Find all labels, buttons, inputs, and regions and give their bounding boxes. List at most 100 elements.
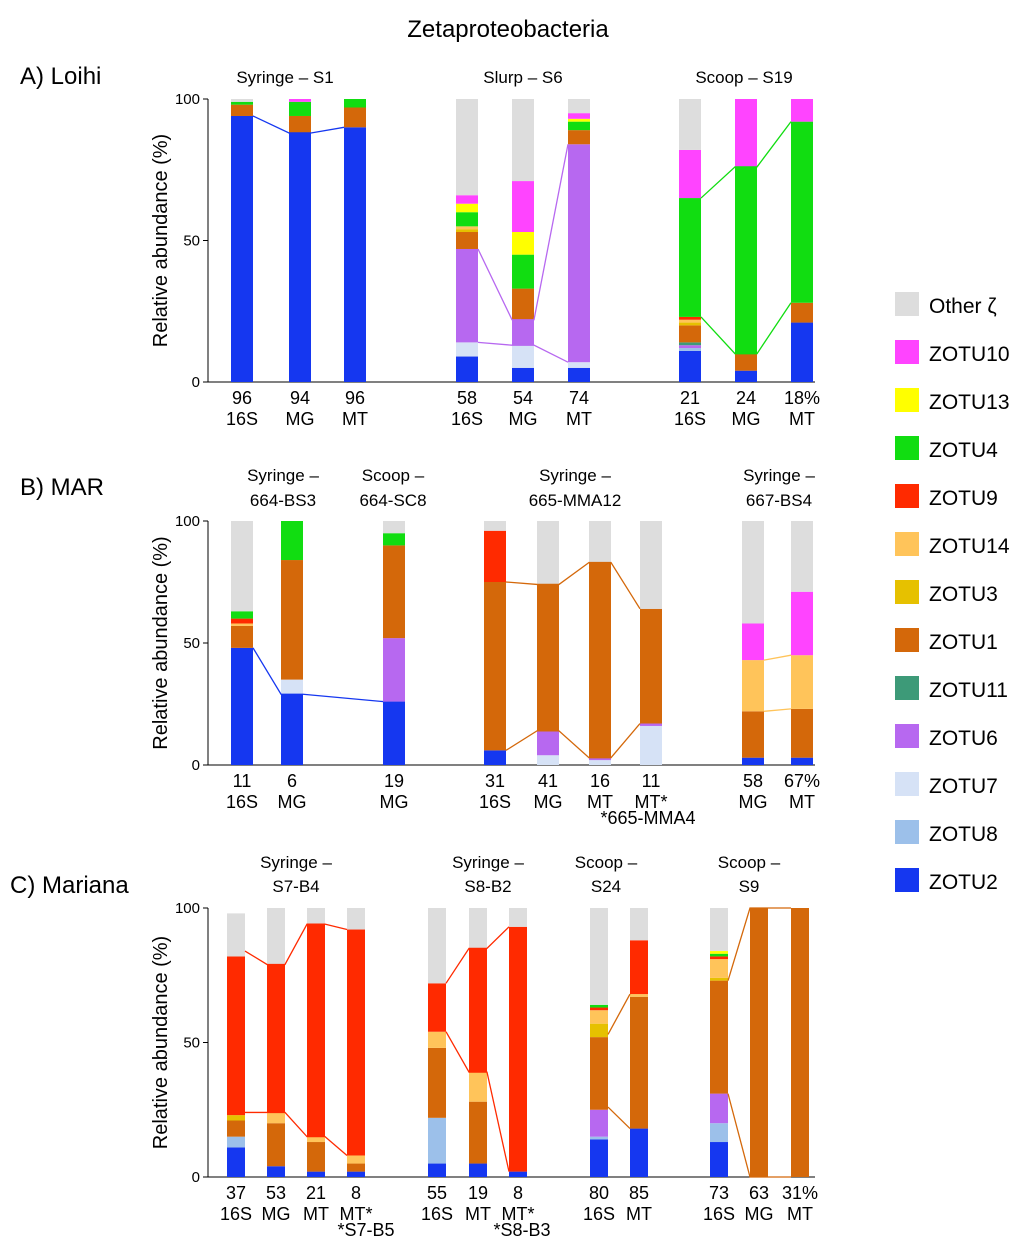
bar-segment <box>484 582 506 751</box>
bar-label-value: 94 <box>290 388 310 408</box>
bar-segment <box>710 1123 728 1143</box>
bar-label-type: MT <box>789 792 815 812</box>
bar-segment <box>469 948 487 1073</box>
bar-segment <box>679 342 701 346</box>
legend-item: ZOTU11 <box>895 676 1008 702</box>
bar-segment <box>307 1136 325 1143</box>
bar-segment <box>791 322 813 382</box>
bar-segment <box>428 1163 446 1177</box>
bar-segment <box>469 1163 487 1177</box>
bar-segment <box>344 107 366 128</box>
bar-segment <box>537 521 559 585</box>
legend-item: ZOTU4 <box>895 436 998 462</box>
bar-segment <box>589 521 611 563</box>
connector-line <box>607 993 631 1035</box>
bar-segment <box>630 994 648 997</box>
stacked-bar <box>710 908 728 1177</box>
bar-segment <box>281 694 303 765</box>
bar-label-type: MT <box>342 409 368 429</box>
sample-title-line2: 664-BS3 <box>250 491 316 510</box>
bar-label-type: MT* <box>635 792 668 812</box>
bar-segment <box>568 130 590 145</box>
stacked-bar <box>344 99 366 382</box>
connector-line <box>477 144 569 321</box>
bar-segment <box>383 638 405 702</box>
bar-label-type: MT <box>303 1204 329 1224</box>
footnote: *S8-B3 <box>493 1220 550 1240</box>
bar-segment <box>590 1037 608 1110</box>
bar-label-type: MG <box>732 409 761 429</box>
bar-segment <box>383 701 405 765</box>
legend-swatch <box>895 484 919 508</box>
stacked-bar <box>428 908 446 1177</box>
bar-segment <box>231 625 253 648</box>
bar-segment <box>227 1136 245 1148</box>
bar-segment <box>231 101 253 105</box>
bar-segment <box>679 149 701 199</box>
bar-segment <box>267 1112 285 1124</box>
bar-segment <box>227 1147 245 1177</box>
stacked-bar <box>347 908 365 1177</box>
legend-label: ZOTU9 <box>929 487 998 510</box>
bar-label-value: 96 <box>232 388 252 408</box>
bar-segment <box>791 121 813 303</box>
legend-item: Other ζ <box>895 292 997 318</box>
legend-swatch <box>895 292 919 316</box>
bar-segment <box>568 99 590 114</box>
sample-title: Scoop – S19 <box>695 68 792 87</box>
legend-item: ZOTU6 <box>895 724 998 750</box>
bar-segment <box>428 1117 446 1164</box>
y-tick-label: 50 <box>183 1035 200 1052</box>
y-tick-label: 100 <box>175 91 200 108</box>
y-axis-label: Relative abundance (%) <box>150 134 172 347</box>
bar-segment <box>469 1072 487 1102</box>
legend-label: ZOTU14 <box>929 535 1010 558</box>
stacked-bar <box>484 521 506 765</box>
bar-segment <box>456 226 478 230</box>
connector-line <box>245 1111 348 1156</box>
bar-label-value: 16 <box>590 771 610 791</box>
panel-3: C) Mariana Relative abundance (%) 0 50 100 Sy… <box>10 853 818 1240</box>
bar-segment <box>710 951 728 954</box>
sample-title-line2: 664-SC8 <box>359 491 426 510</box>
stacked-bar <box>383 521 405 765</box>
bar-label-type: 16S <box>674 409 706 429</box>
bar-segment <box>589 757 611 761</box>
bar-segment <box>509 1171 527 1177</box>
bar-segment <box>456 203 478 213</box>
bar-segment <box>456 356 478 382</box>
bar-segment <box>568 118 590 122</box>
bar-segment <box>512 345 534 368</box>
bar-segment <box>281 521 303 561</box>
bar-segment <box>710 959 728 978</box>
bar-label-value: 11 <box>233 771 252 791</box>
bar-label-type: MT <box>465 1204 491 1224</box>
bar-segment <box>640 723 662 726</box>
bar-label-type: 16S <box>479 792 511 812</box>
stacked-bar <box>791 908 809 1177</box>
bar-segment <box>791 908 809 1177</box>
legend-item: ZOTU2 <box>895 868 998 894</box>
sample-title-line2: S7-B4 <box>272 877 319 896</box>
bar-segment <box>679 198 701 317</box>
bar-label-value: 58 <box>457 388 477 408</box>
bar-segment <box>227 956 245 1116</box>
bar-segment <box>750 908 768 1177</box>
bar-segment <box>791 708 813 758</box>
bar-segment <box>679 99 701 150</box>
bar-segment <box>307 908 325 925</box>
legend-label: ZOTU13 <box>929 391 1010 414</box>
footnote: *665-MMA4 <box>600 808 695 828</box>
stacked-bar <box>231 99 253 382</box>
stacked-bar <box>742 521 764 765</box>
bar-segment <box>231 611 253 619</box>
bar-segment <box>344 99 366 108</box>
bar-label-value: 11 <box>642 771 661 791</box>
bar-label-type: MT <box>566 409 592 429</box>
bar-segment <box>383 533 405 546</box>
bar-label-type: MG <box>380 792 409 812</box>
bar-segment <box>509 926 527 1172</box>
bar-segment <box>227 913 245 957</box>
panel-label: B) MAR <box>20 474 104 501</box>
